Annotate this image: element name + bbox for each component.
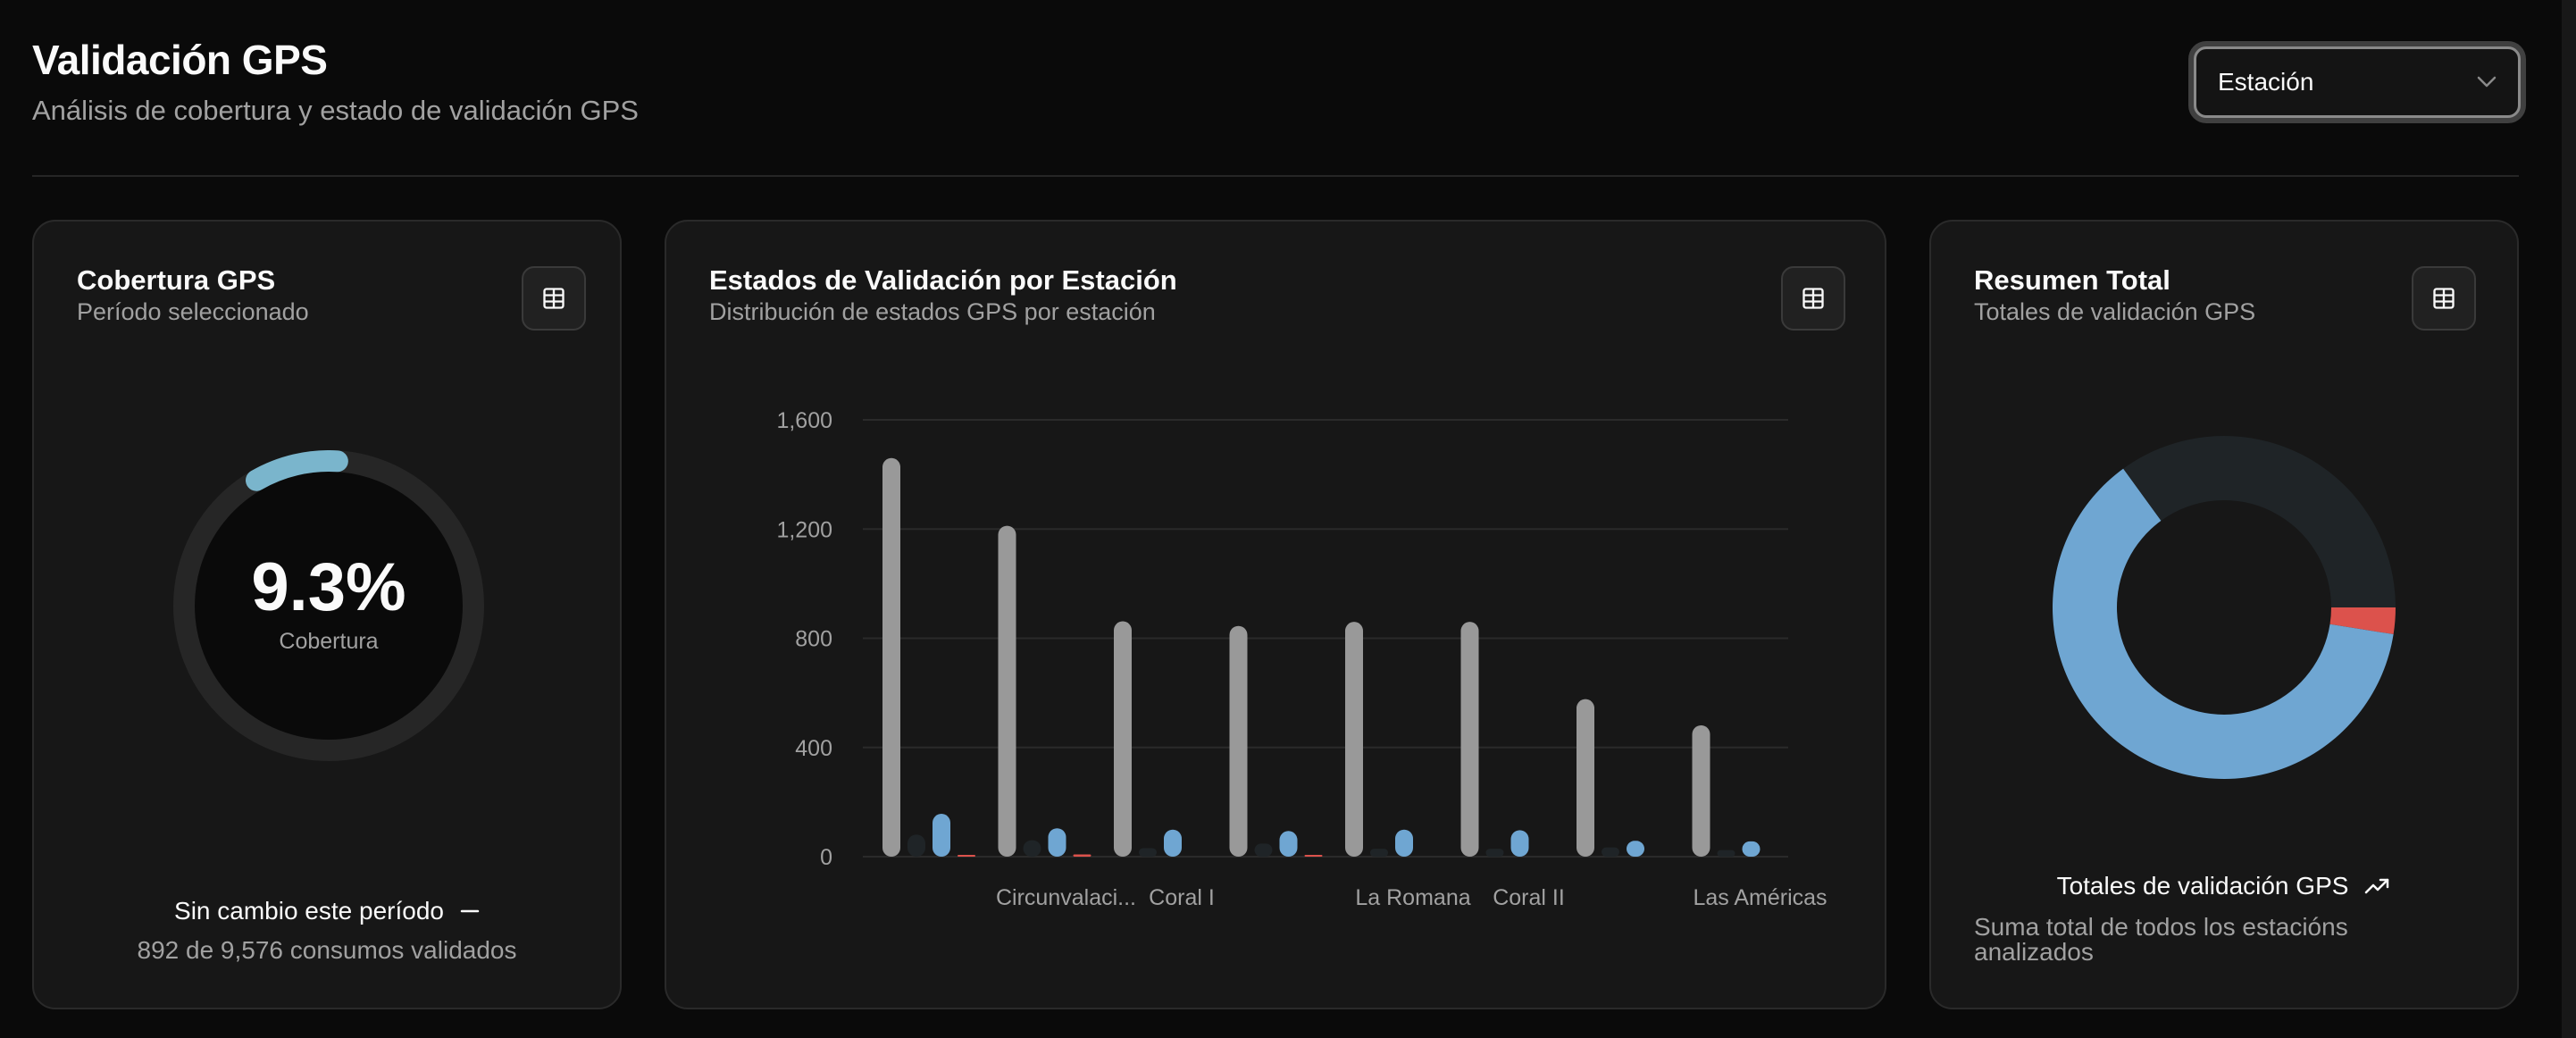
status-by-station-card: Estados de Validación por Estación Distr… bbox=[665, 220, 1886, 1009]
coverage-caption: Cobertura bbox=[279, 629, 379, 654]
view-table-button[interactable] bbox=[522, 266, 586, 331]
view-table-button[interactable] bbox=[1781, 266, 1845, 331]
x-tick-label: Circunvalaci... bbox=[996, 885, 1136, 910]
bar-chart: 0 400 800 1,200 1,600 Circunvalaci... Coral I L… bbox=[776, 408, 1827, 910]
station-filter-select[interactable]: Estación bbox=[2194, 46, 2521, 118]
bar[interactable] bbox=[1577, 699, 1594, 857]
x-tick-label: La Romana bbox=[1355, 885, 1470, 910]
coverage-value: 9.3% bbox=[251, 549, 406, 625]
radial-progress bbox=[173, 450, 484, 761]
select-value: Estación bbox=[2218, 68, 2314, 96]
table-icon bbox=[2433, 288, 2455, 309]
summary-card: Resumen Total Totales de validación GPS … bbox=[1929, 220, 2519, 1009]
x-tick-label: Coral II bbox=[1493, 885, 1565, 910]
trend-row: Sin cambio este período bbox=[34, 897, 620, 925]
card-title: Estados de Validación por Estación bbox=[709, 264, 1177, 296]
trending-up-icon bbox=[2365, 878, 2389, 894]
table-icon bbox=[543, 288, 565, 309]
card-subtitle: Totales de validación GPS bbox=[1974, 298, 2256, 325]
y-tick-label: 0 bbox=[820, 845, 832, 870]
bar[interactable] bbox=[1602, 847, 1619, 857]
summary-footer-detail: Suma total de todos los estacións analiz… bbox=[1974, 913, 2348, 966]
y-tick-label: 1,200 bbox=[776, 517, 832, 542]
y-tick-label: 1,600 bbox=[776, 408, 832, 433]
donut-slice[interactable] bbox=[2329, 607, 2396, 635]
trend-text: Sin cambio este período bbox=[174, 897, 444, 925]
bar[interactable] bbox=[1692, 724, 1710, 857]
bar[interactable] bbox=[1279, 831, 1298, 857]
donut-slice[interactable] bbox=[2053, 468, 2394, 779]
donut-slice[interactable] bbox=[2123, 436, 2396, 607]
x-tick-label: Las Américas bbox=[1693, 885, 1827, 910]
bar[interactable] bbox=[958, 855, 975, 857]
bar[interactable] bbox=[1114, 621, 1132, 857]
card-title: Resumen Total bbox=[1974, 264, 2170, 296]
bar[interactable] bbox=[1229, 625, 1248, 857]
chevron-down-icon bbox=[2477, 76, 2497, 88]
minus-icon bbox=[460, 909, 480, 913]
summary-footer-row: Totales de validación GPS bbox=[1931, 872, 2517, 900]
bar[interactable] bbox=[1048, 828, 1066, 857]
bar[interactable] bbox=[1139, 848, 1157, 857]
donut-chart bbox=[2053, 436, 2396, 779]
coverage-card: Cobertura GPS Período seleccionado 9.3% … bbox=[32, 220, 622, 1009]
page-scrollbar[interactable] bbox=[2562, 0, 2576, 1038]
x-tick-label: Coral I bbox=[1149, 885, 1215, 910]
summary-footer-title: Totales de validación GPS bbox=[2056, 872, 2349, 900]
bar[interactable] bbox=[1510, 830, 1529, 857]
bar[interactable] bbox=[1304, 855, 1323, 857]
y-tick-label: 400 bbox=[795, 736, 832, 761]
coverage-gauge: 9.3% Cobertura bbox=[173, 450, 484, 761]
bar[interactable] bbox=[1254, 843, 1273, 857]
y-tick-label: 800 bbox=[795, 627, 832, 652]
bar[interactable] bbox=[1627, 841, 1644, 857]
bar[interactable] bbox=[907, 834, 925, 857]
card-subtitle: Distribución de estados GPS por estación bbox=[709, 298, 1156, 325]
coverage-detail: 892 de 9,576 consumos validados bbox=[137, 936, 517, 964]
bar[interactable] bbox=[1742, 841, 1761, 857]
bar[interactable] bbox=[1370, 849, 1388, 857]
card-title: Cobertura GPS bbox=[77, 264, 276, 296]
card-subtitle: Período seleccionado bbox=[77, 298, 309, 325]
page-subtitle: Análisis de cobertura y estado de valida… bbox=[32, 95, 639, 126]
bar[interactable] bbox=[1073, 854, 1091, 857]
bar[interactable] bbox=[998, 525, 1016, 857]
bar[interactable] bbox=[1395, 829, 1413, 857]
bar[interactable] bbox=[1345, 622, 1363, 857]
bar[interactable] bbox=[1164, 829, 1182, 857]
page-header: Validación GPS Análisis de cobertura y e… bbox=[32, 32, 2519, 175]
bar[interactable] bbox=[1023, 840, 1041, 857]
bar[interactable] bbox=[1485, 849, 1504, 857]
view-table-button[interactable] bbox=[2412, 266, 2476, 331]
table-icon bbox=[1802, 288, 1824, 309]
page-title: Validación GPS bbox=[32, 37, 328, 83]
bar[interactable] bbox=[1717, 850, 1735, 857]
bar[interactable] bbox=[882, 457, 900, 857]
bar[interactable] bbox=[1460, 622, 1479, 857]
bar[interactable] bbox=[933, 814, 950, 857]
header-divider bbox=[32, 175, 2519, 177]
